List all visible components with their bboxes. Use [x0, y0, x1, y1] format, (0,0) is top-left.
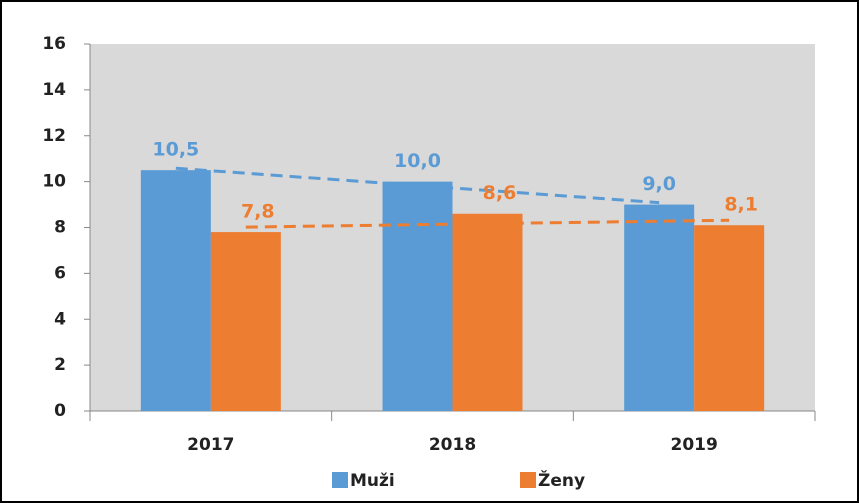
y-tick-label: 16 [42, 34, 66, 54]
bar [624, 204, 695, 411]
x-tick-label: 2017 [187, 435, 234, 455]
legend-label: Ženy [538, 469, 585, 491]
value-label: 10,0 [394, 150, 441, 172]
y-tick-label: 2 [54, 355, 66, 375]
y-tick-label: 4 [54, 309, 66, 329]
bar [210, 232, 281, 411]
x-tick-label: 2019 [671, 435, 718, 455]
value-label: 7,8 [241, 201, 275, 223]
bar [452, 213, 523, 411]
value-label: 8,6 [483, 182, 517, 204]
y-tick-label: 0 [54, 401, 66, 421]
trendline [245, 218, 730, 229]
legend-swatch [520, 472, 536, 488]
value-label: 10,5 [152, 139, 199, 161]
y-tick-label: 14 [42, 80, 66, 100]
value-label: 9,0 [642, 173, 676, 195]
y-tick-label: 8 [54, 218, 66, 238]
legend-label: Muži [350, 471, 395, 491]
legend-swatch [332, 472, 348, 488]
y-tick-label: 6 [54, 263, 66, 283]
bar [382, 181, 453, 411]
bar [140, 170, 211, 411]
y-tick-label: 10 [42, 172, 66, 192]
trendline [175, 166, 660, 205]
x-tick-label: 2018 [429, 435, 476, 455]
y-tick-label: 12 [42, 126, 66, 146]
bar [694, 225, 765, 411]
value-label: 8,1 [724, 194, 758, 216]
